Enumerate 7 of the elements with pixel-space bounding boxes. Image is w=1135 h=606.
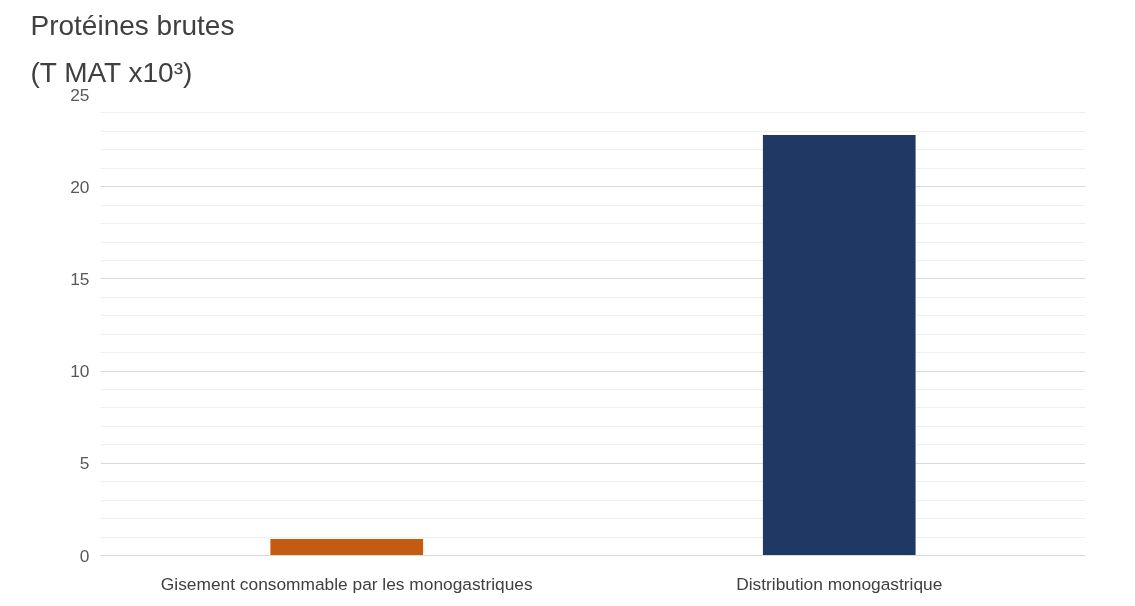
y-tick-label: 10 <box>70 361 90 382</box>
y-tick-label: 5 <box>79 453 90 474</box>
x-tick-label: Gisement consommable par les monogastriques <box>160 573 533 594</box>
x-tick-label: Distribution monogastrique <box>736 573 943 594</box>
y-tick-label: 15 <box>70 268 90 289</box>
y-tick-label: 0 <box>79 545 90 566</box>
y-tick-label: 20 <box>70 176 90 197</box>
